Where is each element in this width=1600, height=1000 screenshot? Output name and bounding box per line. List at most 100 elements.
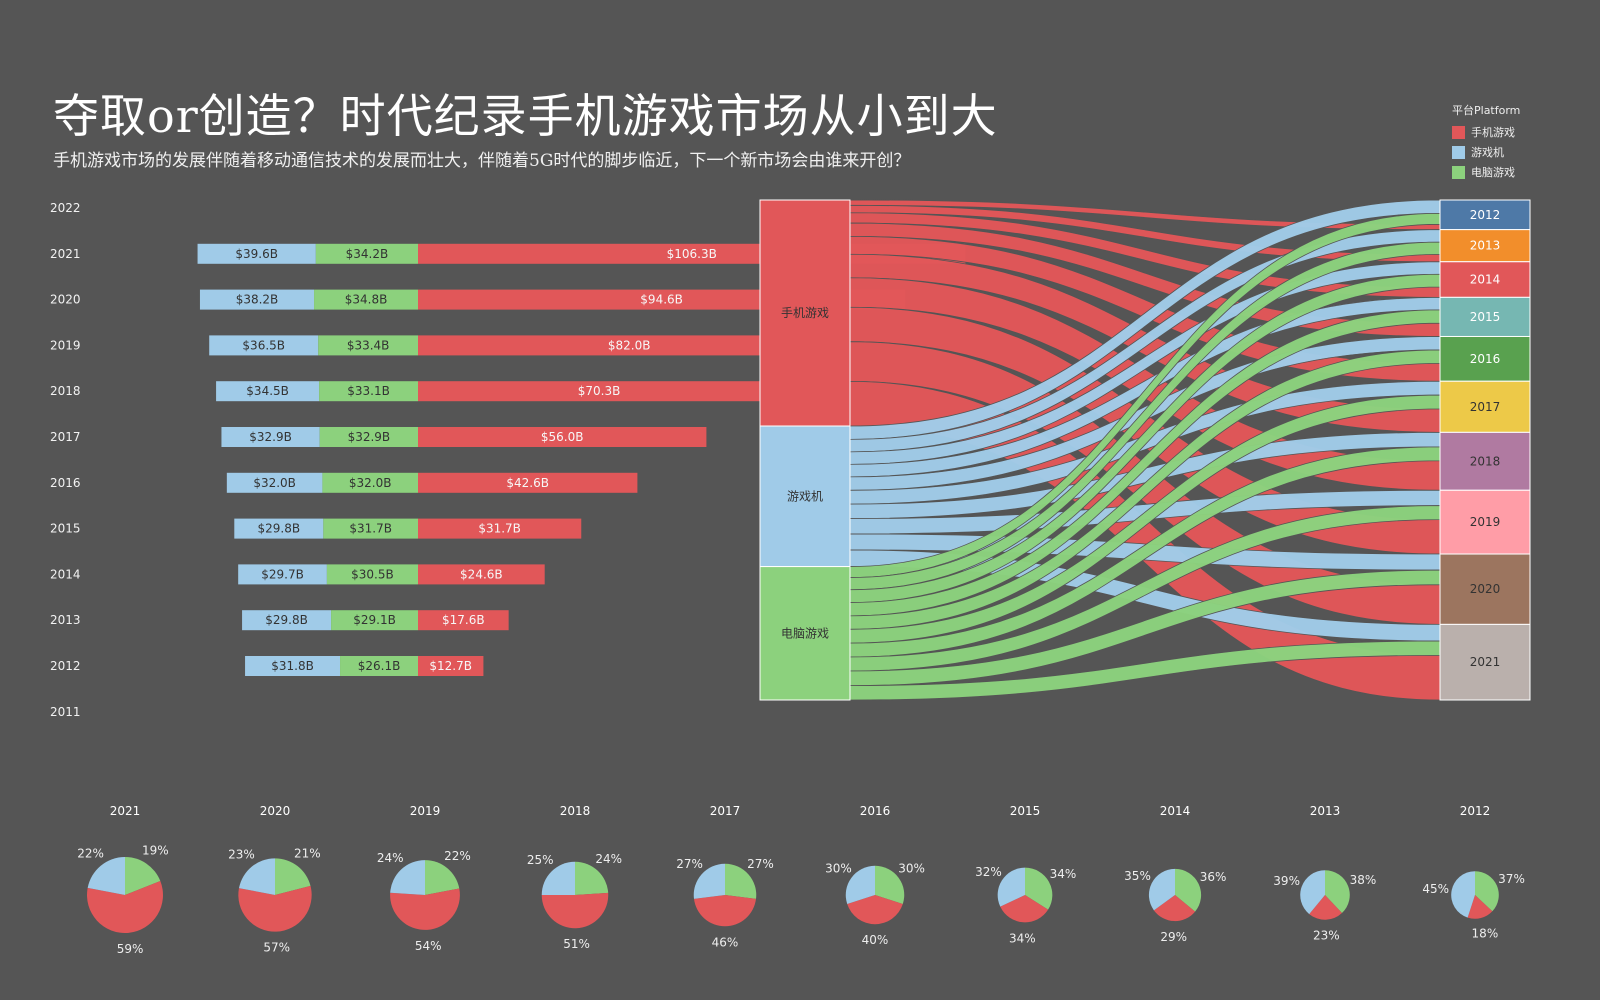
pie-slice-mobile[interactable] [87, 881, 164, 934]
bar-axis-year-label: 2020 [50, 293, 81, 307]
pie-slice-pc[interactable] [875, 865, 905, 905]
pie-chart[interactable] [1148, 868, 1202, 922]
pie-chart[interactable] [693, 863, 757, 927]
pie-percent-label-pc: 38% [1350, 873, 1377, 887]
sankey-target-node[interactable] [1439, 489, 1531, 555]
legend-item-pc[interactable]: 电脑游戏 [1452, 162, 1520, 182]
bar-segment-console[interactable] [199, 289, 315, 310]
sankey-target-label: 2013 [1470, 239, 1501, 253]
pie-slice-mobile[interactable] [1309, 895, 1342, 920]
bar-segment-console[interactable] [197, 243, 316, 264]
sankey-target-node[interactable] [1439, 431, 1531, 491]
pie-slice-console[interactable] [541, 861, 575, 895]
bar-segment-pc[interactable] [318, 335, 418, 356]
pie-slice-pc[interactable] [1475, 871, 1499, 912]
sankey-source-node[interactable] [759, 199, 851, 427]
pie-slice-pc[interactable] [725, 863, 757, 899]
bar-segment-console[interactable] [209, 335, 319, 356]
legend-item-console[interactable]: 游戏机 [1452, 142, 1520, 162]
pie-slice-console[interactable] [997, 867, 1025, 907]
pie-year-label: 2015 [1010, 804, 1041, 818]
bar-segment-pc[interactable] [315, 243, 418, 264]
legend-item-mobile[interactable]: 手机游戏 [1452, 122, 1520, 142]
pie-slice-console[interactable] [87, 857, 125, 895]
bar-segment-console[interactable] [216, 381, 320, 402]
pie-percent-label-pc: 24% [595, 852, 622, 866]
sankey-source-node[interactable] [759, 425, 851, 568]
pie-slice-mobile[interactable] [693, 895, 757, 927]
pie-slice-pc[interactable] [575, 861, 609, 895]
legend-label-mobile: 手机游戏 [1471, 126, 1515, 139]
pie-percent-label-console: 23% [228, 847, 255, 861]
pie-year-label: 2018 [560, 804, 591, 818]
pie-chart[interactable] [87, 857, 164, 934]
bar-segment-mobile[interactable] [418, 610, 509, 631]
sankey-target-node[interactable] [1439, 335, 1531, 382]
pie-slice-mobile[interactable] [541, 892, 609, 929]
bar-segment-console[interactable] [238, 564, 327, 585]
bar-label-console: $34.5B [246, 384, 289, 398]
pie-chart[interactable] [1451, 871, 1499, 919]
bar-segment-pc[interactable] [331, 610, 418, 631]
bar-segment-console[interactable] [242, 610, 332, 631]
bar-segment-pc[interactable] [314, 289, 418, 310]
bar-segment-mobile[interactable] [418, 427, 707, 447]
bar-segment-mobile[interactable] [418, 656, 484, 676]
bar-segment-mobile[interactable] [418, 381, 781, 402]
pie-slice-pc[interactable] [1175, 868, 1202, 912]
pie-slice-mobile[interactable] [1153, 895, 1196, 922]
bar-label-console: $39.6B [235, 247, 278, 261]
pie-slice-mobile[interactable] [238, 885, 312, 932]
pie-slice-console[interactable] [238, 858, 275, 895]
pie-slice-pc[interactable] [1025, 867, 1053, 910]
bar-segment-pc[interactable] [340, 656, 418, 676]
pie-chart[interactable] [238, 858, 312, 932]
bar-segment-pc[interactable] [326, 564, 418, 585]
pie-percent-label-mobile: 40% [862, 933, 889, 947]
pie-slice-console[interactable] [1148, 868, 1175, 911]
sankey-target-node[interactable] [1439, 229, 1531, 263]
pie-chart[interactable] [997, 867, 1053, 923]
bar-segment-pc[interactable] [319, 427, 418, 447]
pie-slice-console[interactable] [390, 860, 425, 895]
bar-segment-console[interactable] [245, 656, 341, 676]
bar-segment-mobile[interactable] [418, 518, 582, 539]
sankey-target-label: 2020 [1470, 582, 1501, 596]
bar-segment-mobile[interactable] [418, 335, 841, 356]
sankey-target-label: 2018 [1470, 454, 1501, 468]
pie-slice-console[interactable] [1451, 871, 1475, 918]
pie-slice-pc[interactable] [125, 857, 161, 895]
bar-label-mobile: $94.6B [640, 293, 683, 307]
pie-slice-mobile[interactable] [847, 895, 903, 925]
pie-slice-pc[interactable] [275, 858, 311, 895]
pie-percent-label-console: 22% [77, 846, 104, 860]
bar-segment-pc[interactable] [323, 518, 418, 539]
pie-slice-console[interactable] [1300, 870, 1325, 915]
pie-chart[interactable] [845, 865, 905, 925]
pie-slice-mobile[interactable] [390, 888, 460, 930]
bar-segment-mobile[interactable] [418, 564, 545, 585]
pie-chart[interactable] [1300, 870, 1350, 920]
bar-segment-mobile[interactable] [418, 472, 638, 493]
pie-percent-label-pc: 34% [1050, 867, 1077, 881]
pie-chart[interactable] [541, 861, 609, 929]
sankey-source-node[interactable] [759, 566, 851, 701]
bar-segment-console[interactable] [221, 427, 320, 447]
pie-chart[interactable] [390, 860, 460, 930]
bar-segment-console[interactable] [226, 472, 323, 493]
pie-slice-mobile[interactable] [1467, 895, 1493, 919]
sankey-target-node[interactable] [1439, 553, 1531, 625]
pie-slice-console[interactable] [693, 863, 725, 899]
bar-segment-pc[interactable] [322, 472, 418, 493]
pie-slice-console[interactable] [845, 865, 875, 905]
bar-segment-console[interactable] [234, 518, 324, 539]
bar-segment-pc[interactable] [319, 381, 418, 402]
sankey-target-label: 2015 [1470, 310, 1501, 324]
sankey-target-node[interactable] [1439, 623, 1531, 701]
pie-slice-pc[interactable] [1325, 870, 1350, 914]
sankey-source-label: 手机游戏 [781, 306, 829, 320]
pie-slice-pc[interactable] [425, 860, 460, 895]
sankey-target-node[interactable] [1439, 261, 1531, 298]
pie-slice-mobile[interactable] [1000, 895, 1049, 923]
